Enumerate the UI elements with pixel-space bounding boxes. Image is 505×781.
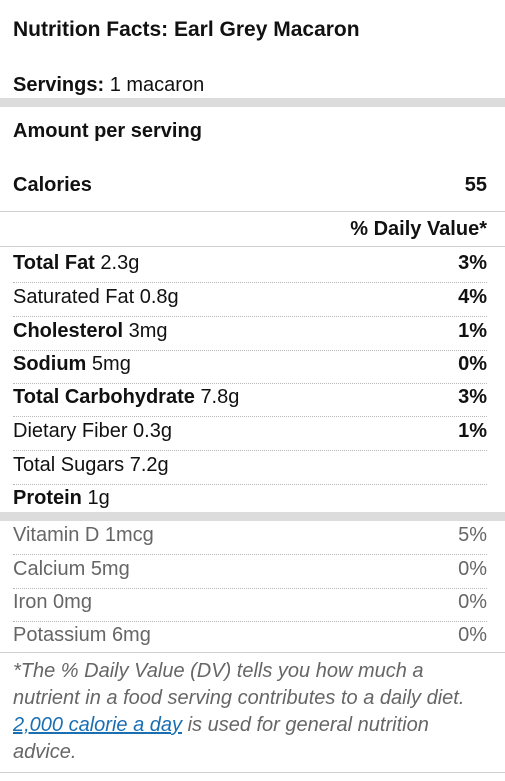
nutrient-row-total-carbohydrate: Total Carbohydrate 7.8g 3% [13,386,487,417]
nutrient-amount: 2.3g [100,252,140,274]
divider [0,211,505,212]
vitamin-row-calcium: Calcium 5mg 0% [13,558,487,589]
thick-divider [0,512,505,521]
nutrient-amount: 7.8g [200,386,240,408]
nutrient-row-saturated-fat: Saturated Fat 0.8g 4% [13,286,487,317]
footnote-text: *The % Daily Value (DV) tells you how mu… [13,660,465,709]
calories-label: Calories [13,174,92,196]
divider [0,246,505,247]
vitamin-dv: 0% [458,558,487,580]
vitamin-name: Iron [13,591,48,613]
servings-value: 1 macaron [109,74,205,96]
nutrient-row-protein: Protein 1g [13,487,487,515]
nutrient-amount: 5mg [91,353,131,375]
vitamin-amount: 0mg [53,591,92,613]
nutrient-dv: 3% [458,252,487,274]
vitamin-amount: 5mg [90,558,130,580]
vitamin-name: Vitamin D [13,524,100,546]
vitamin-row-iron: Iron 0mg 0% [13,591,487,622]
nutrient-dv: 1% [458,320,487,342]
footnote-text-end: is used for general nutrition advice. [13,714,429,763]
nutrient-amount: 3mg [128,320,168,342]
nutrient-name: Cholesterol [13,320,124,342]
daily-calorie-link[interactable]: 2,000 calorie a day [13,714,183,736]
amount-per-serving: Amount per serving [13,120,202,142]
calories-value: 55 [464,174,487,196]
thick-divider [0,98,505,107]
nutrient-dv: 1% [458,420,487,442]
nutrient-row-sodium: Sodium 5mg 0% [13,353,487,384]
divider [0,652,505,653]
vitamin-name: Calcium [13,558,86,580]
daily-value-header: % Daily Value* [350,218,487,240]
nutrient-name: Saturated Fat [13,286,135,308]
vitamin-row-potassium: Potassium 6mg 0% [13,624,487,652]
nutrient-dv: 4% [458,286,487,308]
label-title: Nutrition Facts: Earl Grey Macaron [13,18,360,41]
nutrient-name: Total Sugars [13,454,125,476]
nutrient-dv: 3% [458,386,487,408]
nutrient-name: Dietary Fiber [13,420,128,442]
vitamin-amount: 1mcg [104,524,154,546]
nutrient-amount: 1g [87,487,110,509]
nutrient-dv: 0% [458,353,487,375]
nutrient-name: Protein [13,487,82,509]
nutrient-amount: 0.8g [139,286,179,308]
vitamin-row-vitamin-d: Vitamin D 1mcg 5% [13,524,487,555]
footnote: *The % Daily Value (DV) tells you how mu… [13,658,487,766]
vitamin-amount: 6mg [111,624,151,646]
nutrient-amount: 7.2g [129,454,169,476]
nutrient-row-total-sugars: Total Sugars 7.2g [13,454,487,485]
nutrient-name: Total Fat [13,252,95,274]
nutrient-row-dietary-fiber: Dietary Fiber 0.3g 1% [13,420,487,451]
nutrient-amount: 0.3g [133,420,172,442]
nutrient-name: Total Carbohydrate [13,386,195,408]
nutrient-name: Sodium [13,353,87,375]
vitamin-dv: 0% [458,591,487,613]
vitamin-dv: 5% [458,524,487,546]
vitamin-name: Potassium [13,624,107,646]
divider [0,772,505,773]
vitamin-dv: 0% [458,624,487,646]
nutrient-row-total-fat: Total Fat 2.3g 3% [13,252,487,283]
nutrient-row-cholesterol: Cholesterol 3mg 1% [13,320,487,351]
servings-row: Servings: 1 macaron [13,74,487,100]
servings-label: Servings: [13,74,105,96]
calories-row: Calories 55 [13,174,487,197]
